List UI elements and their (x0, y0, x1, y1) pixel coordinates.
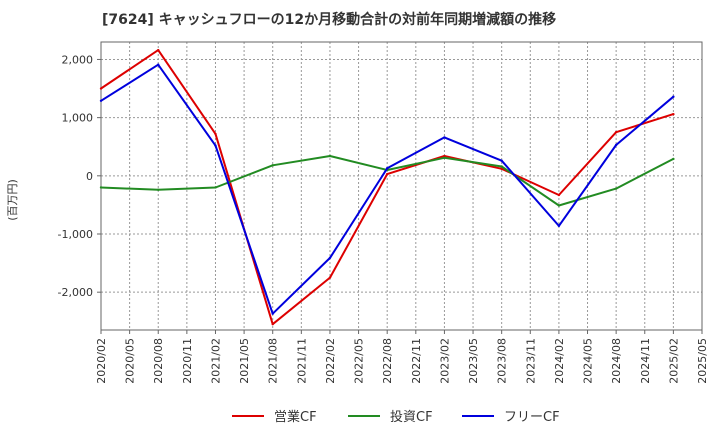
data-point (214, 144, 217, 147)
data-point (99, 87, 103, 90)
x-tick-label: 2020/05 (124, 338, 137, 384)
x-tick-label: 2023/05 (467, 338, 480, 384)
data-point (672, 157, 675, 161)
x-tick-label: 2023/11 (524, 338, 537, 384)
data-point (672, 95, 675, 98)
data-point (614, 187, 618, 190)
data-point (214, 186, 217, 189)
data-point (614, 130, 618, 134)
y-axis-ticks: 2,000 1,000 0 -1,000 -2,000 (58, 53, 101, 299)
data-point (500, 165, 503, 168)
x-tick-label: 2023/08 (496, 338, 509, 384)
x-tick-label: 2025/02 (667, 338, 680, 384)
data-point (157, 188, 160, 191)
data-point (385, 167, 389, 170)
data-point (271, 164, 274, 167)
x-tick-label: 2020/02 (95, 338, 108, 384)
x-tick-label: 2024/08 (610, 338, 623, 384)
data-point (214, 132, 217, 136)
data-point (99, 99, 103, 102)
y-tick-label: -1,000 (58, 228, 93, 241)
data-point (385, 172, 389, 176)
data-point (672, 112, 675, 116)
data-point (443, 136, 446, 139)
y-tick-label: 1,000 (62, 112, 94, 125)
data-point (443, 154, 446, 158)
x-tick-label: 2020/11 (181, 338, 194, 384)
legend-label: 営業CF (274, 409, 317, 425)
data-point (614, 143, 618, 147)
y-tick-label: 0 (86, 170, 93, 183)
data-point (328, 276, 332, 279)
data-point (557, 204, 561, 207)
data-point (500, 167, 503, 171)
grid (100, 42, 703, 330)
x-tick-label: 2021/05 (238, 338, 251, 384)
data-point (557, 193, 561, 197)
x-tick-label: 2021/08 (267, 338, 280, 384)
x-tick-label: 2022/11 (410, 338, 423, 384)
y-tick-label: -2,000 (58, 286, 93, 299)
chart-title: [7624] キャッシュフローの12か月移動合計の対前年同期増減額の推移 (102, 11, 556, 28)
legend-label: フリーCF (504, 410, 560, 425)
data-point (557, 224, 561, 228)
x-tick-label: 2022/05 (353, 338, 366, 384)
data-point (328, 256, 332, 260)
x-tick-label: 2021/11 (295, 338, 308, 384)
x-tick-label: 2022/02 (324, 338, 337, 384)
data-point (271, 312, 274, 315)
data-point (271, 322, 274, 326)
x-axis-ticks: 2020/02 2020/05 2020/08 2020/11 2021/02 2021/… (95, 330, 709, 384)
data-point (157, 48, 160, 52)
x-tick-label: 2024/02 (553, 338, 566, 384)
legend: 営業CF 投資CF フリーCF (232, 409, 560, 425)
x-tick-label: 2024/11 (639, 338, 652, 384)
legend-label: 投資CF (390, 409, 433, 425)
data-point (99, 186, 103, 189)
series-layer (99, 48, 675, 326)
data-point (328, 154, 332, 158)
x-tick-label: 2020/08 (152, 338, 165, 384)
x-tick-label: 2025/05 (696, 338, 709, 384)
x-tick-label: 2022/08 (381, 338, 394, 384)
y-axis-label: (百万円) (6, 179, 19, 221)
y-tick-label: 2,000 (62, 53, 94, 66)
x-tick-label: 2023/02 (438, 338, 451, 384)
data-point (443, 156, 446, 159)
x-tick-label: 2021/02 (209, 338, 222, 384)
data-point (500, 159, 503, 162)
plot-frame (100, 41, 703, 331)
data-point (157, 63, 160, 66)
x-tick-label: 2024/05 (582, 338, 595, 384)
